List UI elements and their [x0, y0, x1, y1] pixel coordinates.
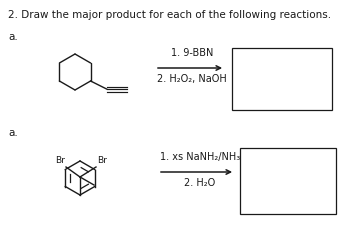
- Text: Br: Br: [55, 156, 65, 165]
- Text: 2. Draw the major product for each of the following reactions.: 2. Draw the major product for each of th…: [8, 10, 331, 20]
- Text: 1. 9-BBN: 1. 9-BBN: [171, 48, 213, 58]
- Text: a.: a.: [8, 128, 18, 138]
- Text: Br: Br: [97, 156, 107, 165]
- Bar: [232, 48, 332, 110]
- Text: 2. H₂O₂, NaOH: 2. H₂O₂, NaOH: [157, 74, 227, 84]
- Text: 1. xs NaNH₂/NH₃: 1. xs NaNH₂/NH₃: [160, 152, 240, 162]
- Text: 2. H₂O: 2. H₂O: [184, 178, 216, 188]
- Text: a.: a.: [8, 32, 18, 42]
- Bar: [240, 148, 336, 214]
